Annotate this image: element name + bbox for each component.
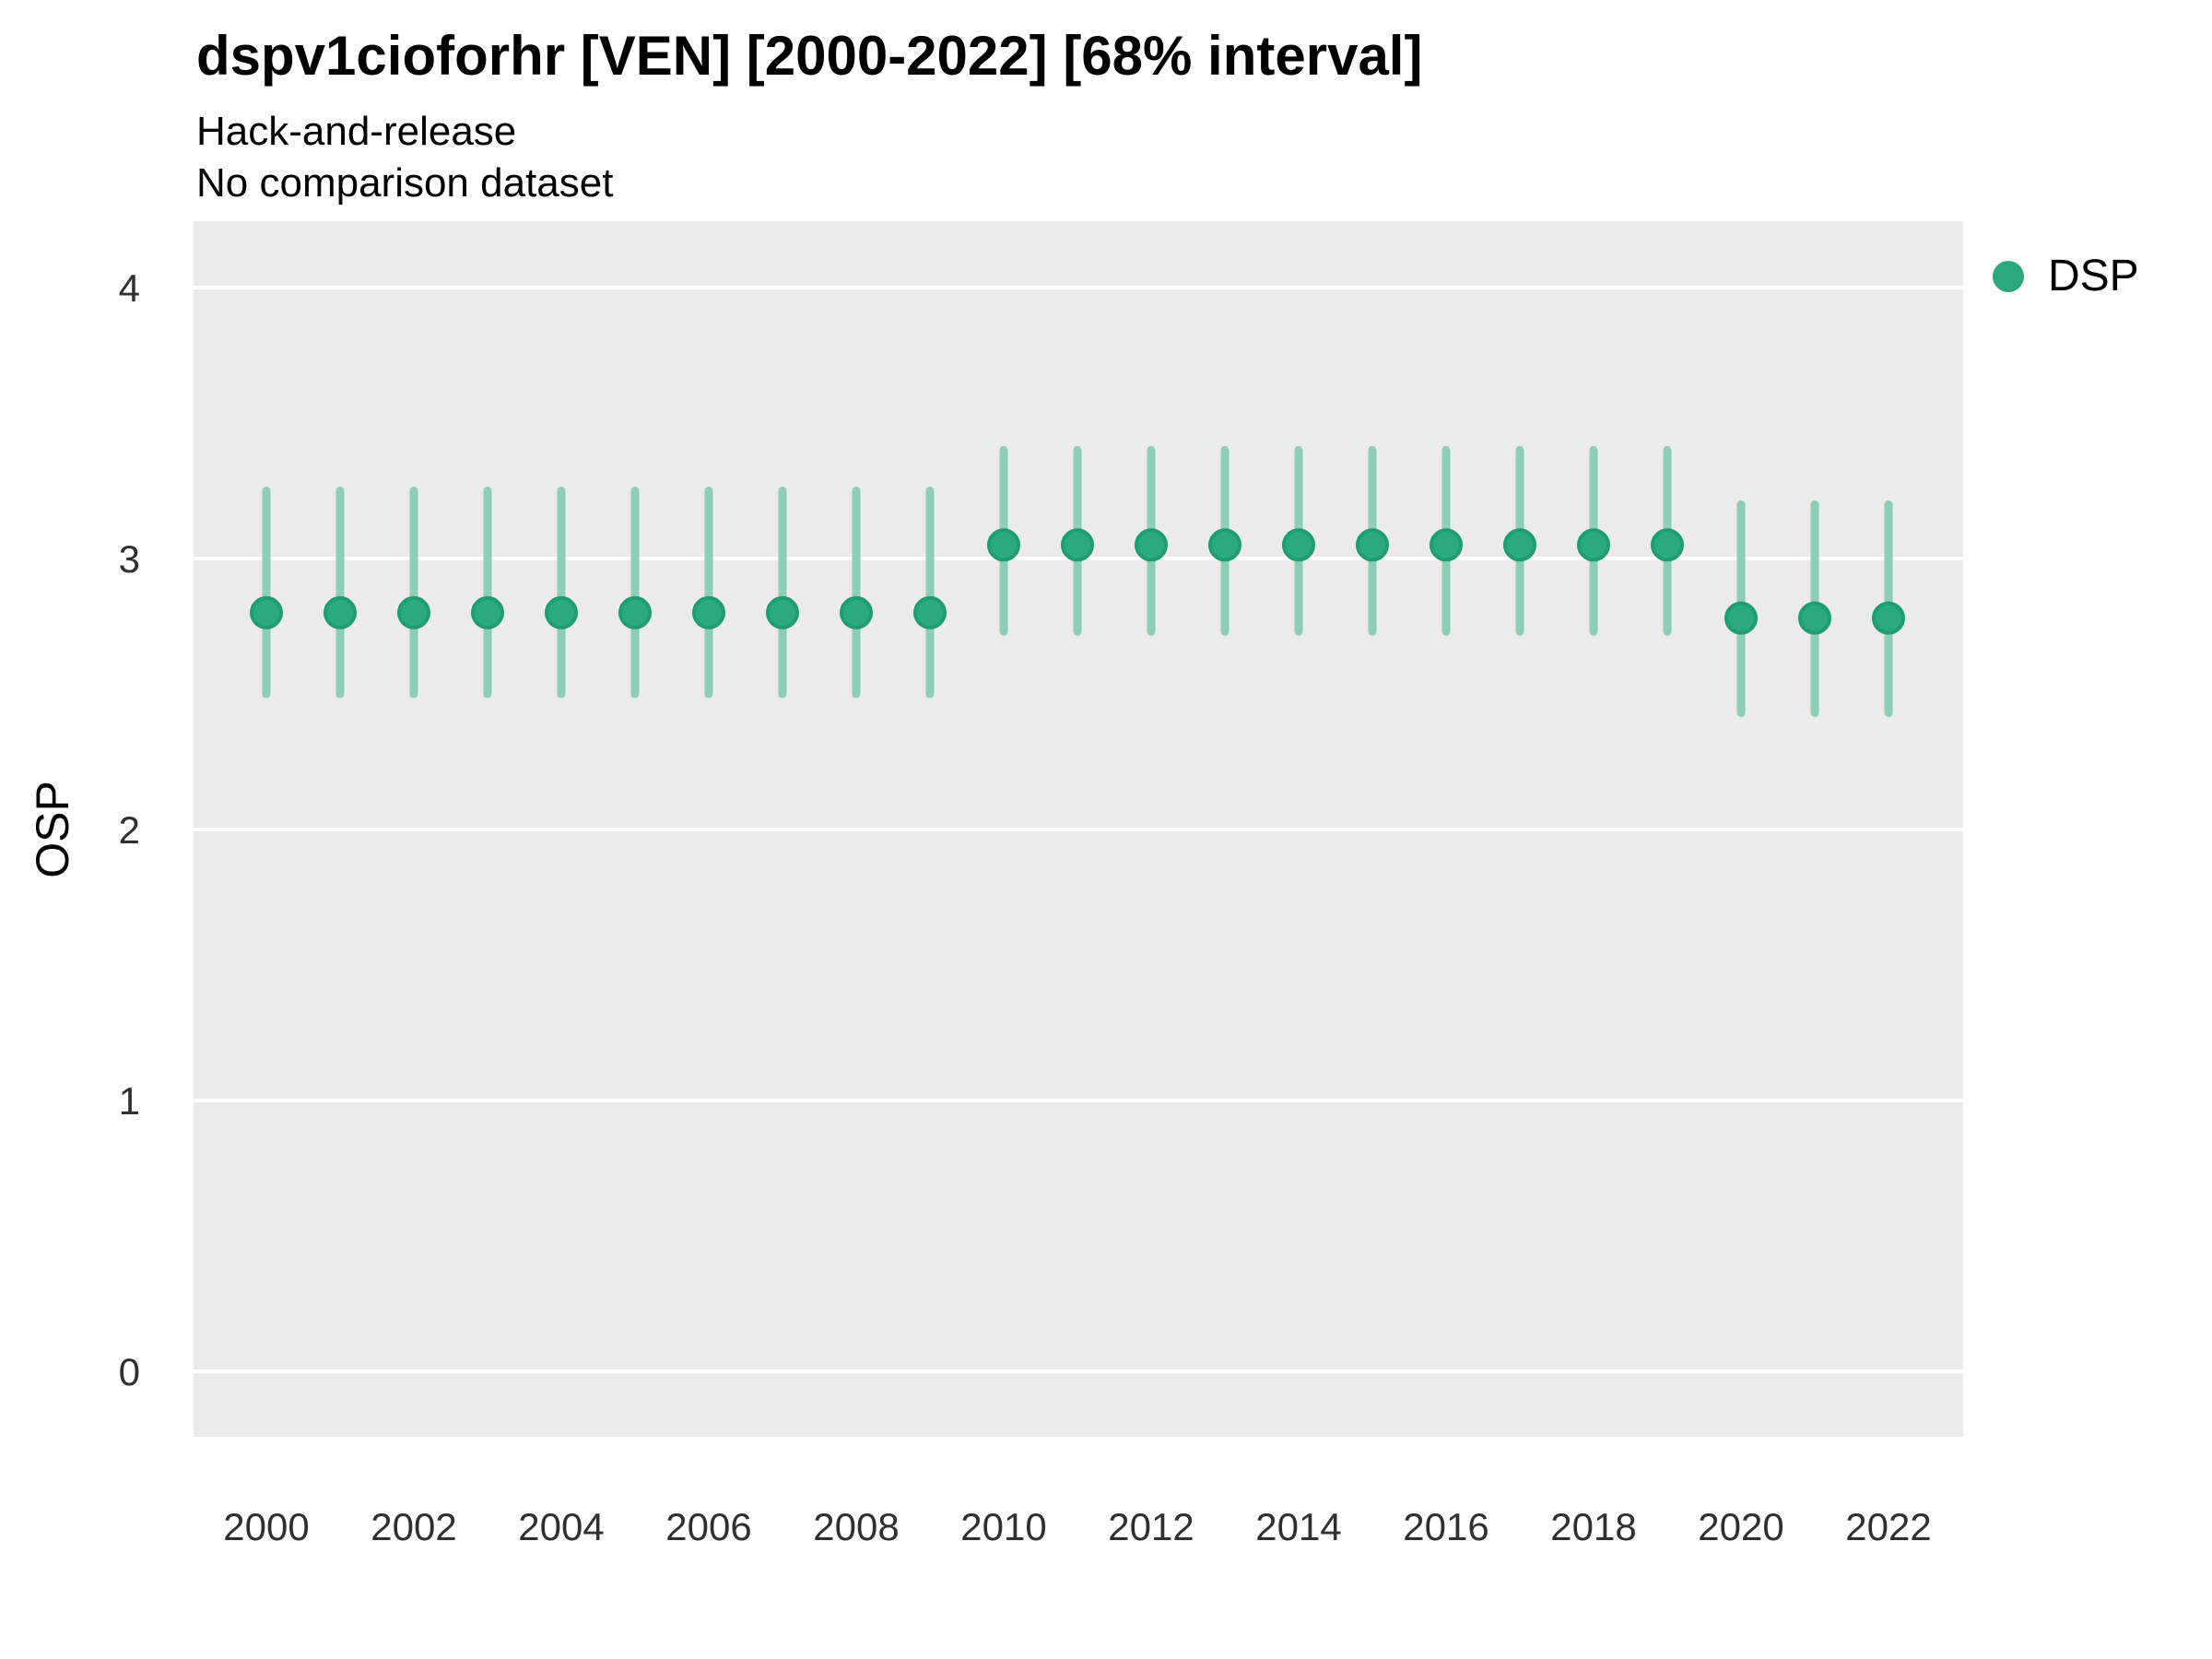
data-point-2020 (1724, 601, 1758, 635)
data-point-2000 (250, 595, 283, 629)
data-point-2008 (840, 595, 873, 629)
data-point-2006 (692, 595, 725, 629)
chart-subtitle-line2: No comparison dataset (196, 160, 614, 206)
y-tick-label-3: 3 (119, 537, 140, 581)
x-tick-label-2020: 2020 (1698, 1505, 1783, 1548)
x-tick-label-2002: 2002 (371, 1505, 456, 1548)
data-point-2002 (397, 595, 430, 629)
y-tick-label-0: 0 (119, 1350, 140, 1394)
x-tick-label-2012: 2012 (1108, 1505, 1194, 1548)
data-point-2022 (1872, 601, 1905, 635)
legend-point-icon (1993, 260, 2024, 292)
x-tick-label-2014: 2014 (1255, 1505, 1341, 1548)
data-point-2012 (1135, 528, 1168, 562)
x-tick-label-2006: 2006 (665, 1505, 751, 1548)
data-point-2005 (618, 595, 652, 629)
data-point-2014 (1282, 528, 1315, 562)
data-point-2003 (471, 595, 504, 629)
x-tick-label-2016: 2016 (1403, 1505, 1488, 1548)
data-point-2007 (766, 595, 799, 629)
data-point-2015 (1356, 528, 1389, 562)
x-tick-label-2004: 2004 (518, 1505, 604, 1548)
data-point-2018 (1577, 528, 1610, 562)
data-point-2021 (1798, 601, 1831, 635)
x-tick-label-2022: 2022 (1845, 1505, 1931, 1548)
page-title: dspv1cioforhr [VEN] [2000-2022] [68% int… (196, 25, 1423, 87)
legend: DSP (1993, 251, 2139, 301)
data-point-2016 (1430, 528, 1463, 562)
data-point-2009 (913, 595, 947, 629)
legend-label-dsp: DSP (2048, 252, 2139, 300)
data-point-2019 (1651, 528, 1684, 562)
y-tick-label-2: 2 (119, 808, 140, 852)
x-tick-label-2010: 2010 (960, 1505, 1046, 1548)
data-point-2004 (545, 595, 578, 629)
data-point-2013 (1208, 528, 1241, 562)
x-tick-label-2000: 2000 (223, 1505, 309, 1548)
data-point-2001 (324, 595, 357, 629)
chart-subtitle-line1: Hack-and-release (196, 109, 517, 154)
x-tick-label-2018: 2018 (1550, 1505, 1636, 1548)
y-tick-label-1: 1 (119, 1079, 140, 1123)
data-point-2011 (1061, 528, 1094, 562)
y-tick-label-4: 4 (119, 266, 140, 310)
data-point-2010 (987, 528, 1020, 562)
x-tick-label-2008: 2008 (813, 1505, 899, 1548)
data-point-2017 (1503, 528, 1536, 562)
